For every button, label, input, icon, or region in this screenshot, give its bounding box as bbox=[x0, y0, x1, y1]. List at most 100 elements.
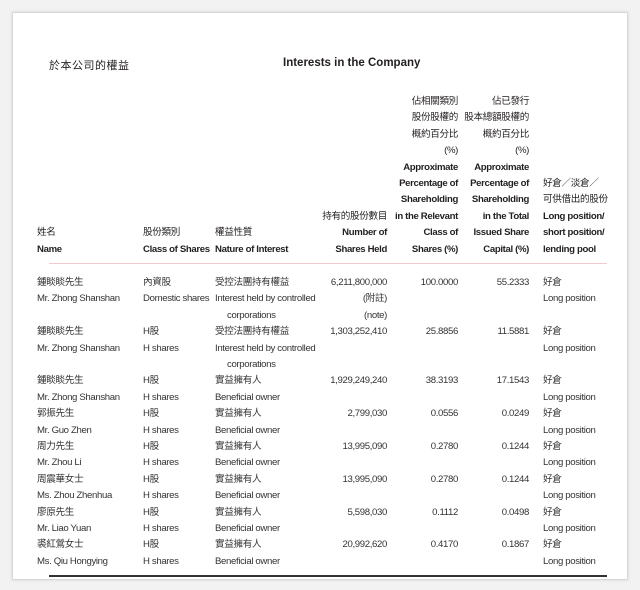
header-line: Class of Shares bbox=[143, 243, 210, 255]
shares-held-cell-text: (note) bbox=[364, 309, 387, 321]
pct-class-cell-text: 0.0556 bbox=[430, 408, 459, 420]
name-cell: 郭振先生 Mr. Guo Zhen bbox=[37, 406, 92, 439]
name-cell-text: Mr. Liao Yuan bbox=[37, 522, 91, 534]
header-name: 姓名 Name bbox=[37, 95, 62, 258]
header-line: Number of bbox=[342, 227, 387, 239]
nature-cell: 實益擁有人 Beneficial owner bbox=[215, 439, 280, 472]
position-cell-text: Long position bbox=[543, 424, 596, 436]
position-cell-text: Long position bbox=[543, 555, 596, 567]
shares-held-cell-text: 2,799,030 bbox=[347, 408, 387, 420]
position-cell: 好倉 Long position bbox=[543, 406, 596, 439]
pct-total-cell: 11.5881 bbox=[497, 324, 529, 340]
pct-total-cell: 0.1244 bbox=[502, 472, 530, 488]
name-cell-text: 鍾睒睒先生 bbox=[37, 375, 84, 387]
nature-cell-text: 實益擁有人 bbox=[215, 539, 262, 551]
shares-held-cell-text: 6,211,800,000 bbox=[330, 277, 387, 288]
pct-total-cell: 0.0249 bbox=[502, 406, 530, 422]
nature-cell-text: 實益擁有人 bbox=[215, 440, 262, 452]
class-cell-text: H shares bbox=[143, 457, 179, 469]
header-line: Long position/ bbox=[543, 210, 605, 222]
pct-class-cell: 0.2780 bbox=[431, 472, 459, 488]
name-cell-text: 周震華女士 bbox=[37, 473, 84, 485]
pct-class-cell-text: 0.4170 bbox=[430, 539, 459, 551]
pct-class-cell: 0.4170 bbox=[430, 537, 459, 553]
nature-cell: 實益擁有人 Beneficial owner bbox=[215, 406, 280, 439]
class-cell-text: H shares bbox=[143, 342, 179, 354]
pct-class-cell: 38.3193 bbox=[425, 373, 459, 389]
header-line: in the Total bbox=[482, 210, 530, 222]
shares-held-cell: 6,211,800,000 (附註) (note) bbox=[331, 275, 387, 324]
class-cell-text: H shares bbox=[143, 490, 179, 502]
shares-held-cell: 20,992,620 bbox=[342, 537, 387, 553]
nature-cell-text: Beneficial owner bbox=[215, 555, 280, 567]
pct-total-cell: 17.1543 bbox=[497, 373, 530, 389]
nature-cell-text: 實益擁有人 bbox=[215, 473, 262, 485]
name-cell: 鍾睒睒先生 Mr. Zhong Shanshan bbox=[37, 275, 120, 308]
class-cell: H股 H shares bbox=[143, 472, 179, 505]
header-line: short position/ bbox=[543, 227, 605, 239]
class-cell-text: H shares bbox=[143, 555, 179, 567]
position-cell: 好倉 Long position bbox=[543, 537, 596, 570]
pct-total-cell: 0.1244 bbox=[502, 439, 530, 455]
interests-table-body: 鍾睒睒先生 Mr. Zhong Shanshan 內資股 Domestic share… bbox=[13, 275, 627, 570]
shares-held-cell-text: 20,992,620 bbox=[342, 539, 387, 551]
header-line: Shares (%) bbox=[411, 243, 458, 255]
name-cell-text: Mr. Guo Zhen bbox=[37, 424, 92, 436]
nature-cell: 實益擁有人 Beneficial owner bbox=[215, 472, 280, 505]
header-line: Shares Held bbox=[335, 243, 387, 255]
name-cell: 廖原先生 Mr. Liao Yuan bbox=[37, 505, 91, 538]
header-line: 概約百分比 bbox=[411, 128, 459, 140]
section-title-zh: 於本公司的權益 bbox=[49, 60, 130, 72]
nature-cell-text: Beneficial owner bbox=[215, 522, 280, 534]
nature-cell-text: 實益擁有人 bbox=[215, 506, 262, 518]
position-cell-text: Long position bbox=[543, 490, 596, 502]
class-cell-text: H股 bbox=[143, 473, 159, 485]
name-cell-text: Mr. Zhong Shanshan bbox=[37, 342, 120, 354]
position-cell-text: Long position bbox=[543, 522, 596, 534]
pct-class-cell-text: 25.8856 bbox=[425, 326, 459, 338]
header-position: 好倉／淡倉／ 可供借出的股份 Long position/short positio… bbox=[543, 95, 608, 258]
header-line: 姓名 bbox=[37, 227, 56, 239]
class-cell: H股 H shares bbox=[143, 406, 179, 439]
nature-cell-text: Interest held by controlled bbox=[215, 342, 316, 354]
shares-held-cell: 1,303,252,410 bbox=[330, 324, 387, 340]
shares-held-cell-text: 1,929,249,240 bbox=[330, 375, 387, 387]
header-line: 佔已發行 bbox=[492, 95, 529, 107]
header-line: Shareholding bbox=[400, 194, 458, 206]
pct-total-cell-text: 55.2333 bbox=[496, 277, 530, 288]
class-cell-text: 內資股 bbox=[143, 277, 171, 288]
header-line: 權益性質 bbox=[215, 227, 252, 239]
shares-held-cell: 2,799,030 bbox=[347, 406, 387, 422]
pct-total-cell: 0.1867 bbox=[501, 537, 530, 553]
header-shares: 持有的股份數目 Number of Shares Held bbox=[322, 95, 387, 258]
header-line: Approximate bbox=[474, 161, 529, 173]
pct-class-cell: 0.2780 bbox=[431, 439, 459, 455]
shares-held-cell-text: 5,598,030 bbox=[347, 506, 387, 518]
position-cell: 好倉 Long position bbox=[543, 373, 596, 406]
header-class: 股份類別 Class of Shares bbox=[143, 95, 210, 258]
name-cell: 周力先生 Mr. Zhou Li bbox=[37, 439, 81, 472]
pct-class-cell: 100.0000 bbox=[421, 275, 459, 291]
header-line: 概約百分比 bbox=[482, 128, 530, 140]
header-pct-class: 佔相關類別 股份股權的 概約百分比 (%) Approximate Percentage … bbox=[395, 95, 458, 258]
nature-cell: 受控法團持有權益 Interest held by controlled corpo… bbox=[215, 275, 316, 324]
header-line: 可供借出的股份 bbox=[543, 194, 608, 206]
shares-held-cell: 13,995,090 bbox=[342, 472, 387, 488]
header-line: Issued Share bbox=[473, 227, 529, 239]
header-line: Approximate bbox=[403, 161, 458, 173]
pct-total-cell: 0.0498 bbox=[502, 505, 530, 521]
position-cell-text: 好倉 bbox=[543, 408, 562, 420]
class-cell-text: Domestic shares bbox=[143, 293, 210, 305]
pct-total-cell-text: 0.1867 bbox=[501, 539, 530, 551]
position-cell-text: Long position bbox=[543, 457, 596, 469]
position-cell-text: Long position bbox=[543, 342, 596, 354]
header-line: Nature of Interest bbox=[215, 243, 289, 255]
table-row: 鍾睒睒先生 Mr. Zhong Shanshan 內資股 Domestic share… bbox=[13, 275, 627, 324]
position-cell: 好倉 Long position bbox=[543, 505, 596, 538]
pct-class-cell-text: 38.3193 bbox=[425, 375, 459, 387]
header-line: (%) bbox=[515, 145, 529, 157]
position-cell-text: 好倉 bbox=[543, 473, 562, 485]
header-line: in the Relevant bbox=[395, 210, 458, 222]
class-cell-text: H股 bbox=[143, 408, 159, 420]
class-cell-text: H shares bbox=[143, 424, 179, 436]
